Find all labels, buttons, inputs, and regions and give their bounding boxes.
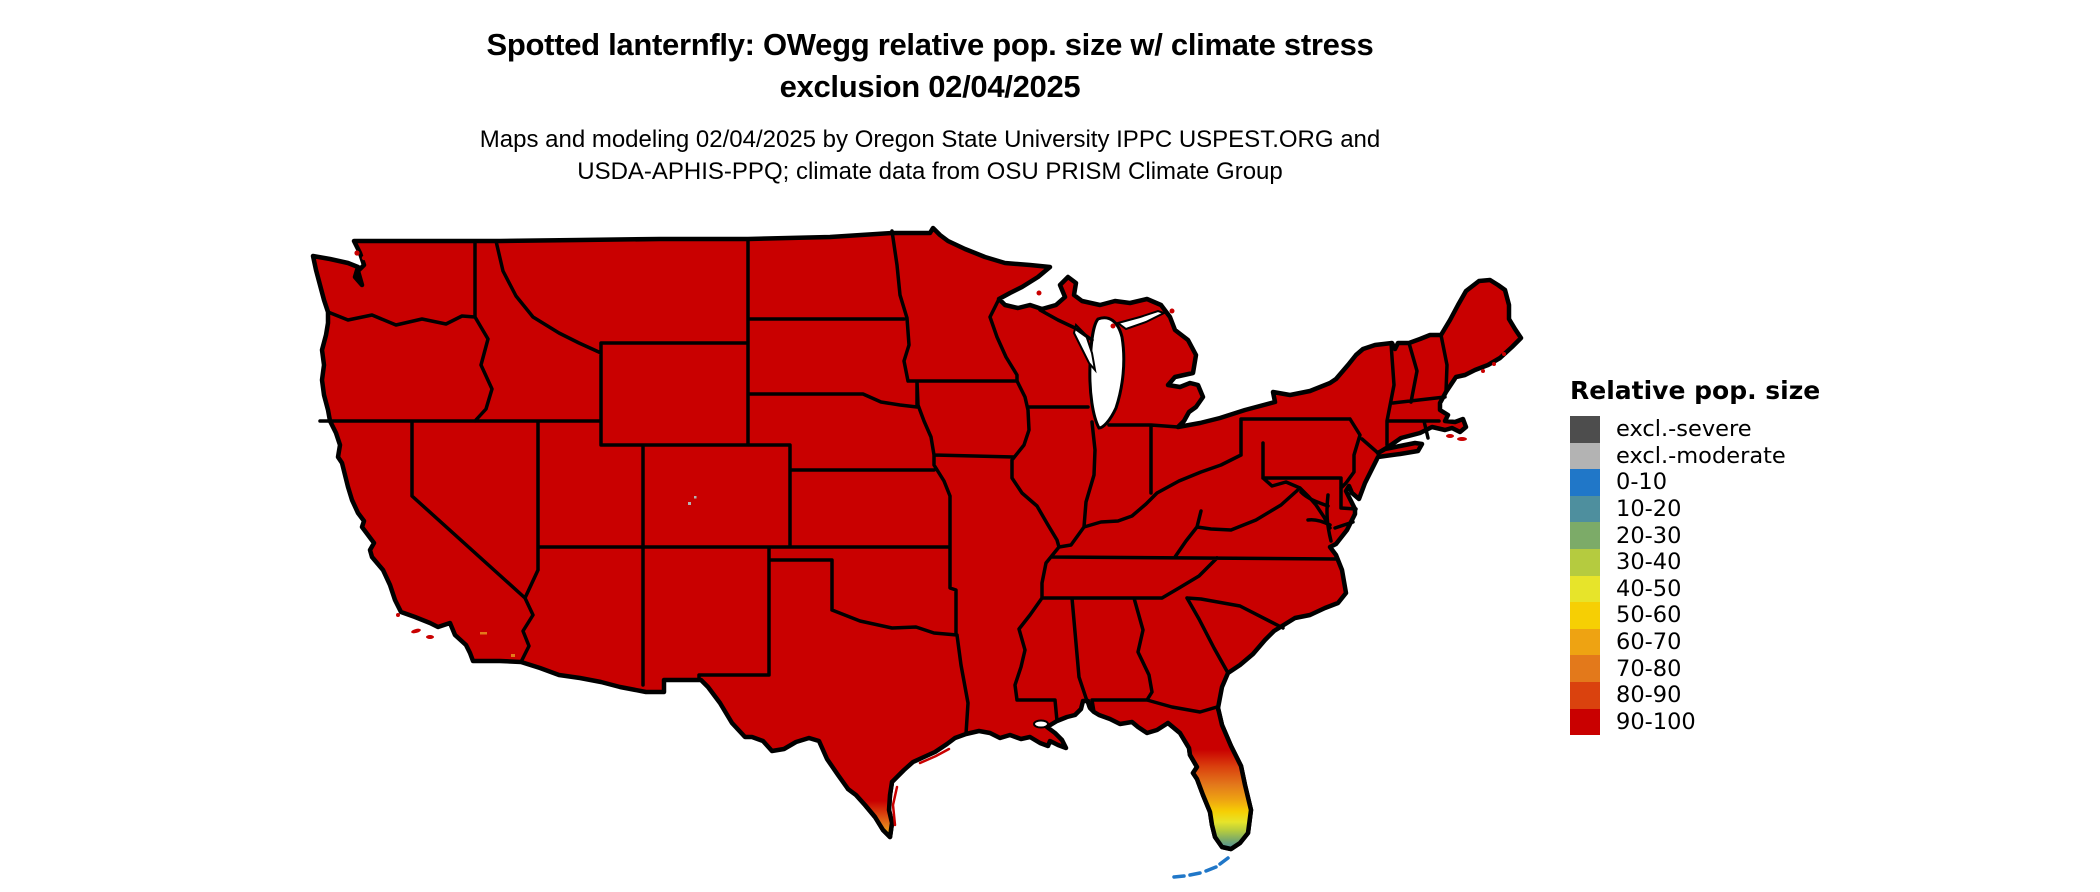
legend-item-label: 50-60 bbox=[1616, 602, 1682, 629]
figure-title-line1: Spotted lanternfly: OWegg relative pop. … bbox=[486, 27, 1374, 62]
legend-item: 60-70 bbox=[1570, 628, 1900, 656]
legend-item: 70-80 bbox=[1570, 655, 1900, 682]
legend-rows: excl.-severe excl.-moderate 0-10 10-20 20-30… bbox=[1570, 416, 1900, 736]
legend-swatch bbox=[1570, 575, 1600, 603]
legend-swatch bbox=[1570, 522, 1600, 549]
lake-pontchartrain bbox=[1033, 719, 1049, 729]
figure-title: Spotted lanternfly: OWegg relative pop. … bbox=[230, 24, 1630, 108]
maine-island-speck bbox=[1492, 362, 1496, 366]
island-specks bbox=[354, 249, 1506, 639]
legend-item-label: 80-90 bbox=[1616, 682, 1682, 709]
figure-title-line2: exclusion 02/04/2025 bbox=[779, 69, 1081, 104]
state-borders-west bbox=[318, 229, 1019, 736]
channel-island-speck bbox=[396, 613, 400, 617]
legend-item: 0-10 bbox=[1570, 469, 1900, 496]
legend-item: 50-60 bbox=[1570, 602, 1900, 629]
legend-item-label: 90-100 bbox=[1616, 708, 1696, 735]
chesapeake-bay-lines bbox=[1299, 490, 1333, 543]
legend-item: 40-50 bbox=[1570, 575, 1900, 603]
legend-item-label: 0-10 bbox=[1616, 469, 1668, 496]
legend-item: 10-20 bbox=[1570, 495, 1900, 523]
isle-royale-speck bbox=[1018, 267, 1030, 275]
figure-subtitle-line1: Maps and modeling 02/04/2025 by Oregon S… bbox=[479, 126, 1381, 153]
figure-subtitle: Maps and modeling 02/04/2025 by Oregon S… bbox=[230, 124, 1630, 188]
legend-item-label: 40-50 bbox=[1616, 575, 1682, 602]
texas-coast-stroke bbox=[845, 779, 895, 840]
legend-item-label: 60-70 bbox=[1616, 629, 1682, 656]
us-land bbox=[310, 225, 1524, 852]
maine-island-speck bbox=[1481, 369, 1485, 373]
legend-item: excl.-severe bbox=[1570, 416, 1900, 443]
channel-island-speck bbox=[411, 628, 421, 634]
apostle-islands-speck bbox=[1036, 290, 1042, 296]
legend-swatch bbox=[1570, 655, 1600, 682]
legend-item: 90-100 bbox=[1570, 708, 1900, 736]
legend-swatch bbox=[1570, 708, 1600, 736]
legend-swatch bbox=[1570, 548, 1600, 576]
legend-item-label: excl.-moderate bbox=[1616, 442, 1786, 469]
california-desert-specks bbox=[480, 632, 515, 657]
marthas-vineyard-speck bbox=[1446, 434, 1454, 438]
legend-item: 30-40 bbox=[1570, 548, 1900, 576]
state-borders-east bbox=[988, 297, 1449, 723]
legend-swatch bbox=[1570, 602, 1600, 629]
legend-swatch bbox=[1570, 469, 1600, 496]
great-lakes-water bbox=[1033, 309, 1167, 729]
drummond-island-speck bbox=[1169, 308, 1175, 314]
legend-item-label: excl.-severe bbox=[1616, 416, 1752, 443]
us-map bbox=[310, 225, 1524, 879]
beaver-island-speck bbox=[1110, 323, 1116, 329]
colorado-exclusion-specks bbox=[688, 496, 697, 505]
straits-of-mackinac bbox=[1115, 309, 1167, 331]
legend-item: 20-30 bbox=[1570, 522, 1900, 549]
legend-swatch bbox=[1570, 628, 1600, 656]
san-juan-island-speck bbox=[361, 255, 367, 261]
whidbey-island-speck bbox=[368, 249, 372, 253]
legend-swatch bbox=[1570, 416, 1600, 443]
florida-coast-stroke bbox=[1165, 705, 1254, 852]
legend-title: Relative pop. size bbox=[1570, 376, 1821, 405]
maine-island-speck bbox=[1502, 352, 1506, 356]
legend-item: excl.-moderate bbox=[1570, 442, 1900, 470]
legend-item-label: 10-20 bbox=[1616, 496, 1682, 523]
legend-item-label: 70-80 bbox=[1616, 655, 1682, 682]
legend-swatch bbox=[1570, 681, 1600, 709]
nantucket-speck bbox=[1457, 437, 1467, 441]
figure-subtitle-line2: USDA-APHIS-PPQ; climate data from OSU PR… bbox=[577, 158, 1283, 185]
legend-swatch bbox=[1570, 495, 1600, 523]
legend-item: 80-90 bbox=[1570, 681, 1900, 709]
channel-island-speck bbox=[426, 635, 434, 639]
legend-item-label: 30-40 bbox=[1616, 549, 1682, 576]
florida-keys bbox=[1172, 856, 1230, 879]
san-juan-island-speck bbox=[354, 250, 360, 256]
legend: Relative pop. size excl.-severe excl.-mod… bbox=[1570, 376, 1900, 736]
legend-item-label: 20-30 bbox=[1616, 522, 1682, 549]
legend-swatch bbox=[1570, 442, 1600, 470]
us-map-container bbox=[300, 225, 1545, 885]
gulf-barrier-islands bbox=[891, 747, 951, 827]
